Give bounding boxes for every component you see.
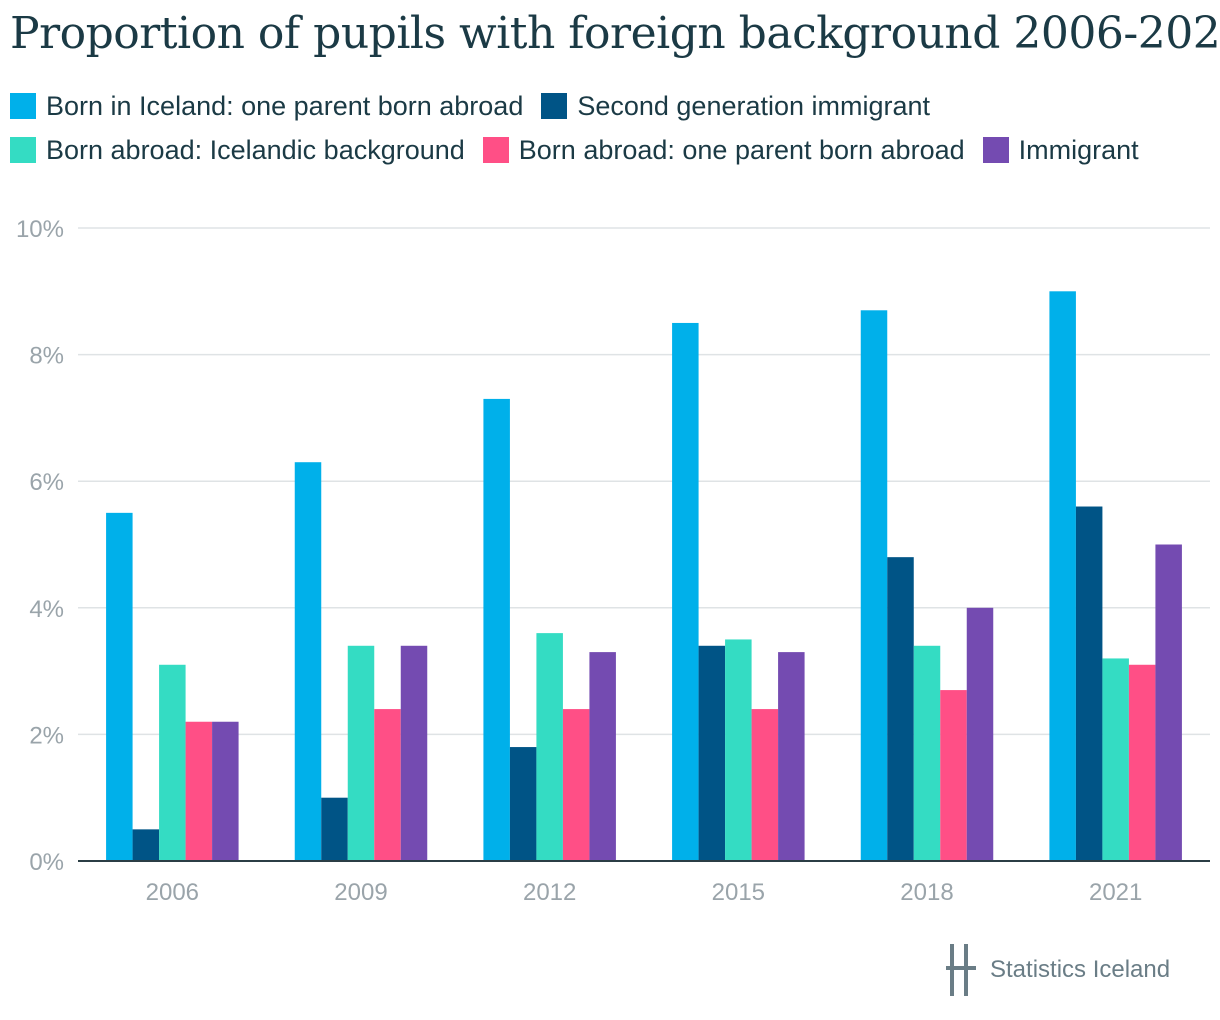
bar [400,645,428,861]
legend-item-born-abroad-one-parent-abroad: Born abroad: one parent born abroad [482,134,965,166]
legend-swatch [541,93,568,119]
legend-swatch [982,137,1009,163]
y-tick-label: 8% [29,343,64,370]
x-tick-label: 2015 [712,879,765,906]
y-tick-label: 10% [16,216,64,243]
bar [751,709,779,861]
legend-swatch [10,93,36,119]
y-tick-label: 4% [29,596,64,623]
bar [940,690,967,861]
legend-label: Born abroad: one parent born abroad [518,134,965,165]
x-tick-label: 2009 [334,879,387,906]
legend-item-immigrant: Immigrant [982,134,1139,166]
bar [509,747,537,861]
bar [589,652,616,861]
x-tick-label: 2018 [900,879,953,906]
bar [212,721,239,861]
source-credit: Statistics Iceland [946,944,1170,996]
bar [860,310,888,861]
bar [132,829,160,861]
legend-row-2: Born abroad: Icelandic background Born a… [10,128,1210,172]
bar [106,512,133,861]
bar [321,797,348,861]
bar [185,721,213,861]
legend-label: Second generation immigrant [577,90,931,121]
bar [778,652,805,861]
chart-title: Proportion of pupils with foreign backgr… [10,8,1220,59]
bar [536,633,563,861]
bar [725,639,752,861]
bar [159,664,186,861]
bar [1075,506,1103,861]
x-tick-label: 2012 [523,879,576,906]
bar [1049,291,1076,861]
statistics-iceland-logo-icon [946,944,976,996]
legend-row-1: Born in Iceland: one parent born abroad … [10,84,1210,128]
y-tick-label: 6% [29,469,64,496]
legend-label: Born in Iceland: one parent born abroad [46,90,524,121]
legend-item-born-abroad-icelandic-background: Born abroad: Icelandic background [10,135,465,166]
y-tick-label: 2% [29,722,64,749]
legend-item-second-generation-immigrant: Second generation immigrant [541,91,930,122]
source-label: Statistics Iceland [990,956,1171,983]
legend-swatch [482,137,509,163]
bar [347,645,375,861]
bar [1128,664,1156,861]
bar [913,645,941,861]
bar [374,709,401,861]
bar [966,607,994,861]
bar [672,322,699,861]
bar [562,709,590,861]
x-tick-label: 2021 [1089,879,1142,906]
bar [483,398,510,861]
x-tick-label: 2006 [146,879,199,906]
bar [698,645,726,861]
bar [1102,658,1129,861]
legend-label: Born abroad: Icelandic background [46,134,465,165]
bar [1155,544,1182,861]
y-tick-label: 0% [29,849,64,876]
legend-item-born-iceland-one-parent-abroad: Born in Iceland: one parent born abroad [10,91,523,122]
legend-swatch [10,137,36,163]
chart-legend: Born in Iceland: one parent born abroad … [10,84,1210,172]
bar [887,557,914,861]
legend-label: Immigrant [1018,134,1139,165]
bar [294,462,322,861]
